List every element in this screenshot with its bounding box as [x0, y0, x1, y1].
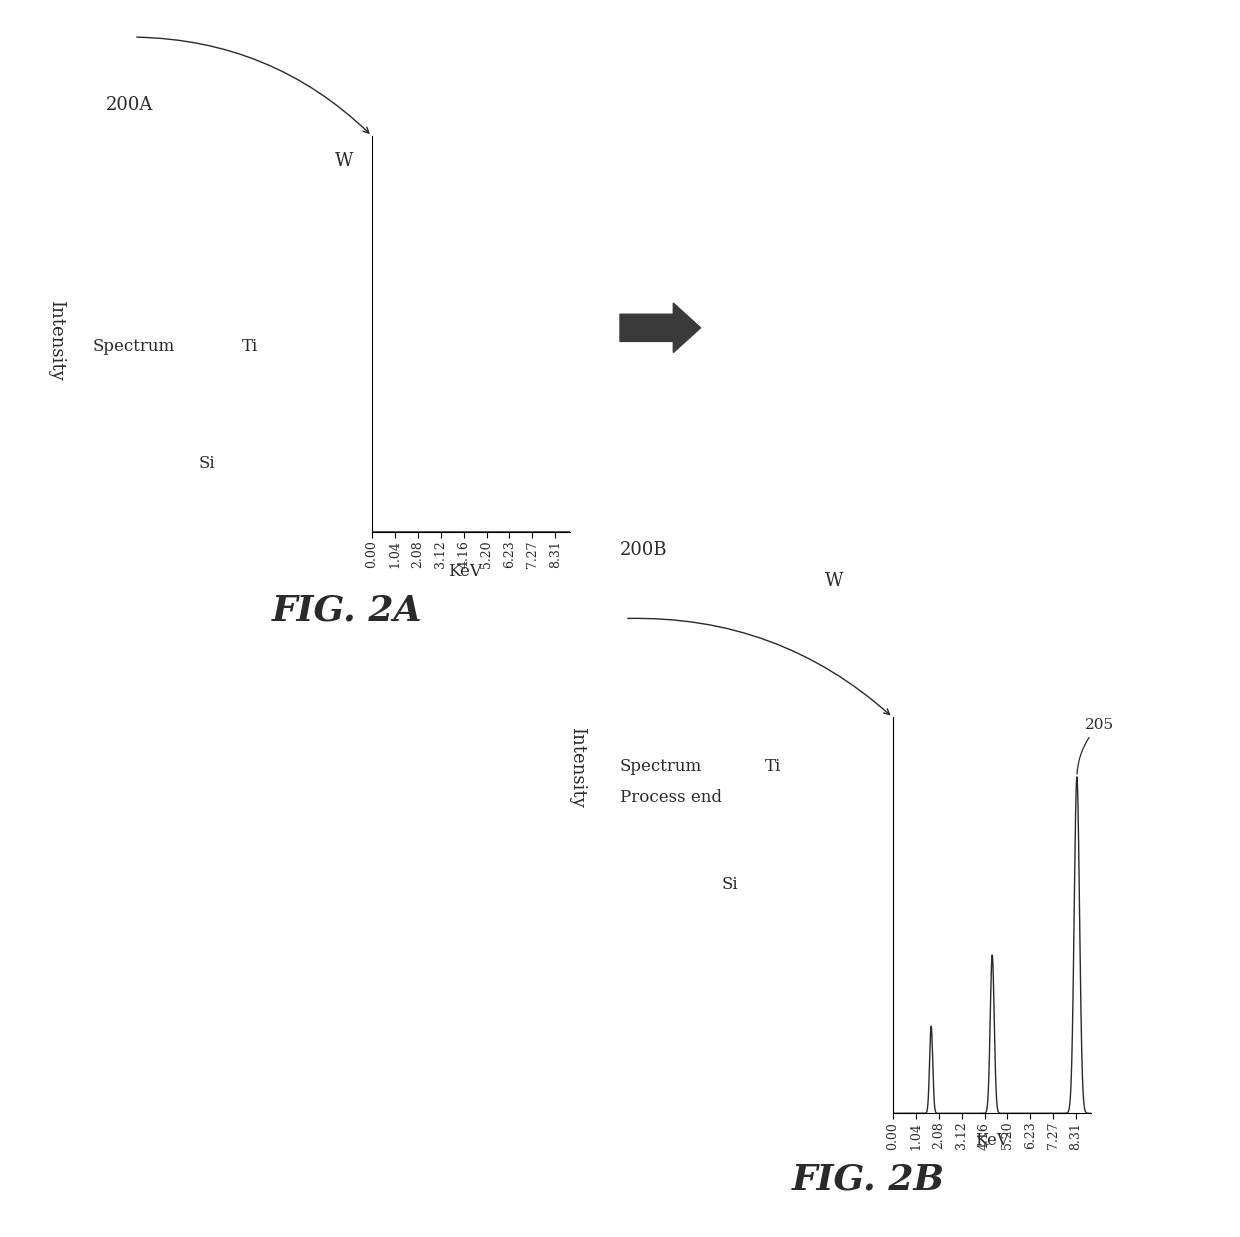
Text: Spectrum: Spectrum [93, 338, 175, 355]
Text: Si: Si [198, 455, 215, 473]
Text: 200B: 200B [620, 542, 667, 559]
Text: Ti: Ti [242, 338, 258, 355]
Text: FIG. 2B: FIG. 2B [791, 1163, 945, 1196]
Text: Process end: Process end [620, 789, 722, 807]
Text: 200A: 200A [105, 96, 153, 114]
Text: 205: 205 [1078, 719, 1114, 774]
Text: Spectrum: Spectrum [620, 758, 702, 776]
Text: Ti: Ti [765, 758, 781, 776]
Text: Intensity: Intensity [568, 726, 585, 808]
Text: KeV: KeV [975, 1132, 1009, 1149]
Text: Si: Si [722, 876, 738, 893]
Text: KeV: KeV [448, 563, 482, 580]
Text: W: W [335, 152, 353, 169]
Text: FIG. 2A: FIG. 2A [272, 594, 423, 627]
Text: Intensity: Intensity [47, 299, 64, 381]
Text: W: W [825, 573, 843, 590]
